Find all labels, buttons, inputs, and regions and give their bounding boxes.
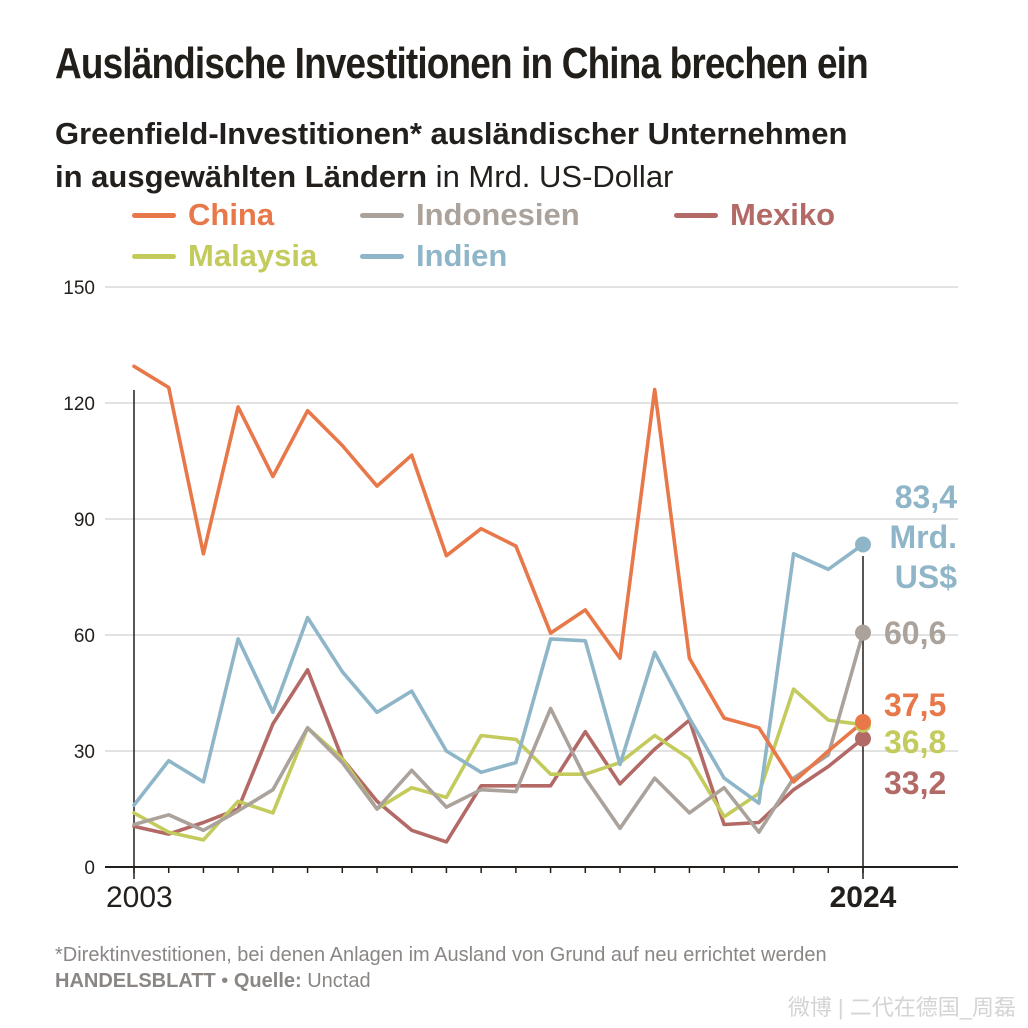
end-label-malaysia: 36,8 (884, 724, 946, 760)
series-line-indien (132, 542, 865, 807)
publisher-name: HANDELSBLATT (55, 970, 216, 992)
legend-swatch-mexiko (674, 212, 718, 218)
end-point-mexiko (855, 730, 871, 747)
subtitle-unit: in Mrd. US-Dollar (427, 159, 674, 194)
source-label: Quelle: (233, 970, 302, 992)
x-tick-label-last: 2024 (830, 881, 897, 914)
legend-label-indien: Indien (416, 238, 508, 273)
watermark: 微博 | 二代在德国_周磊 (787, 995, 1016, 1020)
legend-item-indien: Indien (360, 236, 507, 276)
y-tick-label-90: 90 (74, 510, 95, 531)
end-point-indonesien (855, 624, 871, 641)
y-tick-label-120: 120 (63, 394, 95, 415)
end-point-china (855, 714, 871, 730)
end-label-indien-2: Mrd. (889, 519, 957, 555)
subtitle-line-1: Greenfield-Investitionen* ausländischer … (55, 116, 848, 151)
end-label-mexiko: 33,2 (884, 765, 946, 801)
y-tick-label-60: 60 (74, 626, 95, 647)
chart-title: Ausländische Investitionen in China brec… (55, 39, 869, 88)
legend-item-malaysia: Malaysia (132, 236, 317, 276)
footnote: *Direktinvestitionen, bei denen Anlagen … (55, 944, 827, 966)
legend-label-china: China (188, 197, 275, 232)
end-point-indien (855, 536, 871, 553)
source-separator: • (215, 970, 234, 992)
legend-label-indonesien: Indonesien (416, 197, 580, 232)
legend-item-china: China (132, 195, 274, 235)
end-label-indien-1: 83,4 (895, 479, 957, 515)
legend-label-mexiko: Mexiko (730, 197, 836, 232)
chart-subtitle: Greenfield-Investitionen* ausländischer … (55, 112, 1015, 198)
series-line-china (132, 364, 865, 784)
legend-swatch-indonesien (360, 212, 404, 218)
x-tick-label-first: 2003 (106, 881, 173, 914)
legend-swatch-indien (360, 253, 404, 259)
legend-swatch-malaysia (132, 253, 176, 259)
y-tick-label-150: 150 (63, 278, 95, 299)
end-label-indonesien: 60,6 (884, 615, 946, 651)
series-line-malaysia (132, 687, 865, 842)
series-line-mexiko (132, 667, 865, 844)
legend-item-mexiko: Mexiko (674, 195, 835, 235)
subtitle-line-2: in ausgewählten Ländern (55, 159, 428, 194)
y-tick-label-0: 0 (84, 858, 95, 879)
legend-item-indonesien: Indonesien (360, 195, 580, 235)
legend-label-malaysia: Malaysia (188, 238, 318, 273)
y-tick-label-30: 30 (74, 742, 95, 763)
source-line: HANDELSBLATT • Quelle: Unctad (55, 970, 1015, 993)
legend-swatch-china (132, 212, 176, 218)
end-label-indien-3: US$ (895, 559, 957, 595)
source-value: Unctad (301, 970, 371, 992)
end-label-china: 37,5 (884, 687, 946, 723)
series-line-indonesien (132, 630, 865, 835)
